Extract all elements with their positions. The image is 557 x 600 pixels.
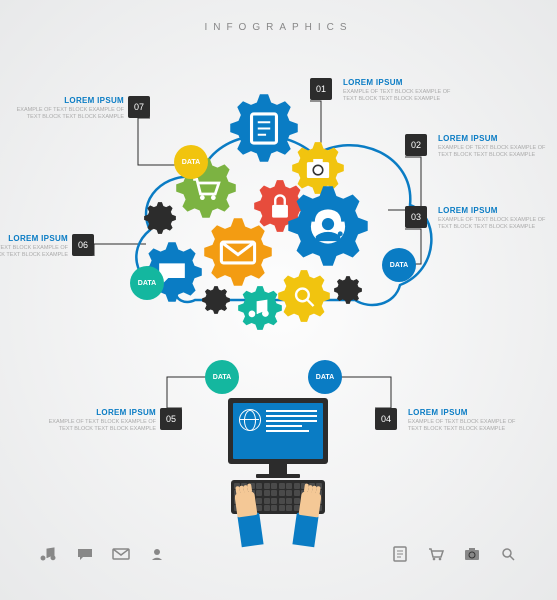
globe-icon [239,409,261,431]
callout-title: LOREM IPSUM [343,78,453,87]
callout-title: LOREM IPSUM [438,206,548,215]
callout-06: LOREM IPSUM EXAMPLE OF TEXT BLOCK EXAMPLE… [0,234,68,259]
footer-icons [40,545,517,568]
gear-note [230,94,298,167]
callout-title: LOREM IPSUM [408,408,518,417]
screen-text-lines [266,409,317,453]
gear-small [202,286,230,319]
cart-icon [427,545,445,568]
callout-01: LOREM IPSUM EXAMPLE OF TEXT BLOCK EXAMPLE… [343,78,453,103]
callout-title: LOREM IPSUM [14,96,124,105]
callout-body: EXAMPLE OF TEXT BLOCK EXAMPLE OF TEXT BL… [408,419,518,433]
callout-body: EXAMPLE OF TEXT BLOCK EXAMPLE OF TEXT BL… [343,89,453,103]
gear-small [144,202,176,239]
mail-icon [219,233,256,275]
callout-body: EXAMPLE OF TEXT BLOCK EXAMPLE OF TEXT BL… [0,245,68,259]
data-badge: DATA [205,360,239,394]
music-icon [248,296,272,325]
camera-icon [463,545,481,568]
callout-03: LOREM IPSUM EXAMPLE OF TEXT BLOCK EXAMPLE… [438,206,548,231]
headset-icon [306,204,350,253]
callout-body: EXAMPLE OF TEXT BLOCK EXAMPLE OF TEXT BL… [46,419,156,433]
gear-mail [204,218,272,291]
callout-body: EXAMPLE OF TEXT BLOCK EXAMPLE OF TEXT BL… [14,107,124,121]
data-badge: DATA [382,248,416,282]
number-badge-06: 06 [72,234,94,256]
note-icon [391,545,409,568]
callout-07: LOREM IPSUM EXAMPLE OF TEXT BLOCK EXAMPLE… [14,96,124,121]
callout-04: LOREM IPSUM EXAMPLE OF TEXT BLOCK EXAMPLE… [408,408,518,433]
computer-monitor [228,398,328,478]
callout-02: LOREM IPSUM EXAMPLE OF TEXT BLOCK EXAMPLE… [438,134,548,159]
search-icon [499,545,517,568]
data-badge: DATA [174,145,208,179]
callout-title: LOREM IPSUM [438,134,548,143]
gear-search [278,270,330,327]
gear-headset [288,186,368,271]
user-icon [148,545,166,568]
note-icon [245,109,282,151]
mail-icon [112,545,130,568]
callout-05: LOREM IPSUM EXAMPLE OF TEXT BLOCK EXAMPLE… [46,408,156,433]
camera-icon [304,154,333,188]
chat-icon [76,545,94,568]
callout-body: EXAMPLE OF TEXT BLOCK EXAMPLE OF TEXT BL… [438,217,548,231]
callout-title: LOREM IPSUM [0,234,68,243]
number-badge-01: 01 [310,78,332,100]
data-badge: DATA [308,360,342,394]
callout-title: LOREM IPSUM [46,408,156,417]
number-badge-03: 03 [405,206,427,228]
data-badge: DATA [130,266,164,300]
search-icon [290,282,319,316]
number-badge-07: 07 [128,96,150,118]
number-badge-05: 05 [160,408,182,430]
callout-body: EXAMPLE OF TEXT BLOCK EXAMPLE OF TEXT BL… [438,145,548,159]
gear-music [238,286,282,335]
number-badge-02: 02 [405,134,427,156]
gear-small [334,276,362,309]
number-badge-04: 04 [375,408,397,430]
music-icon [40,545,58,568]
